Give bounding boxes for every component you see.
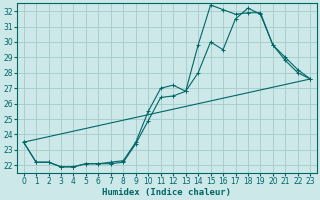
X-axis label: Humidex (Indice chaleur): Humidex (Indice chaleur) — [102, 188, 231, 197]
